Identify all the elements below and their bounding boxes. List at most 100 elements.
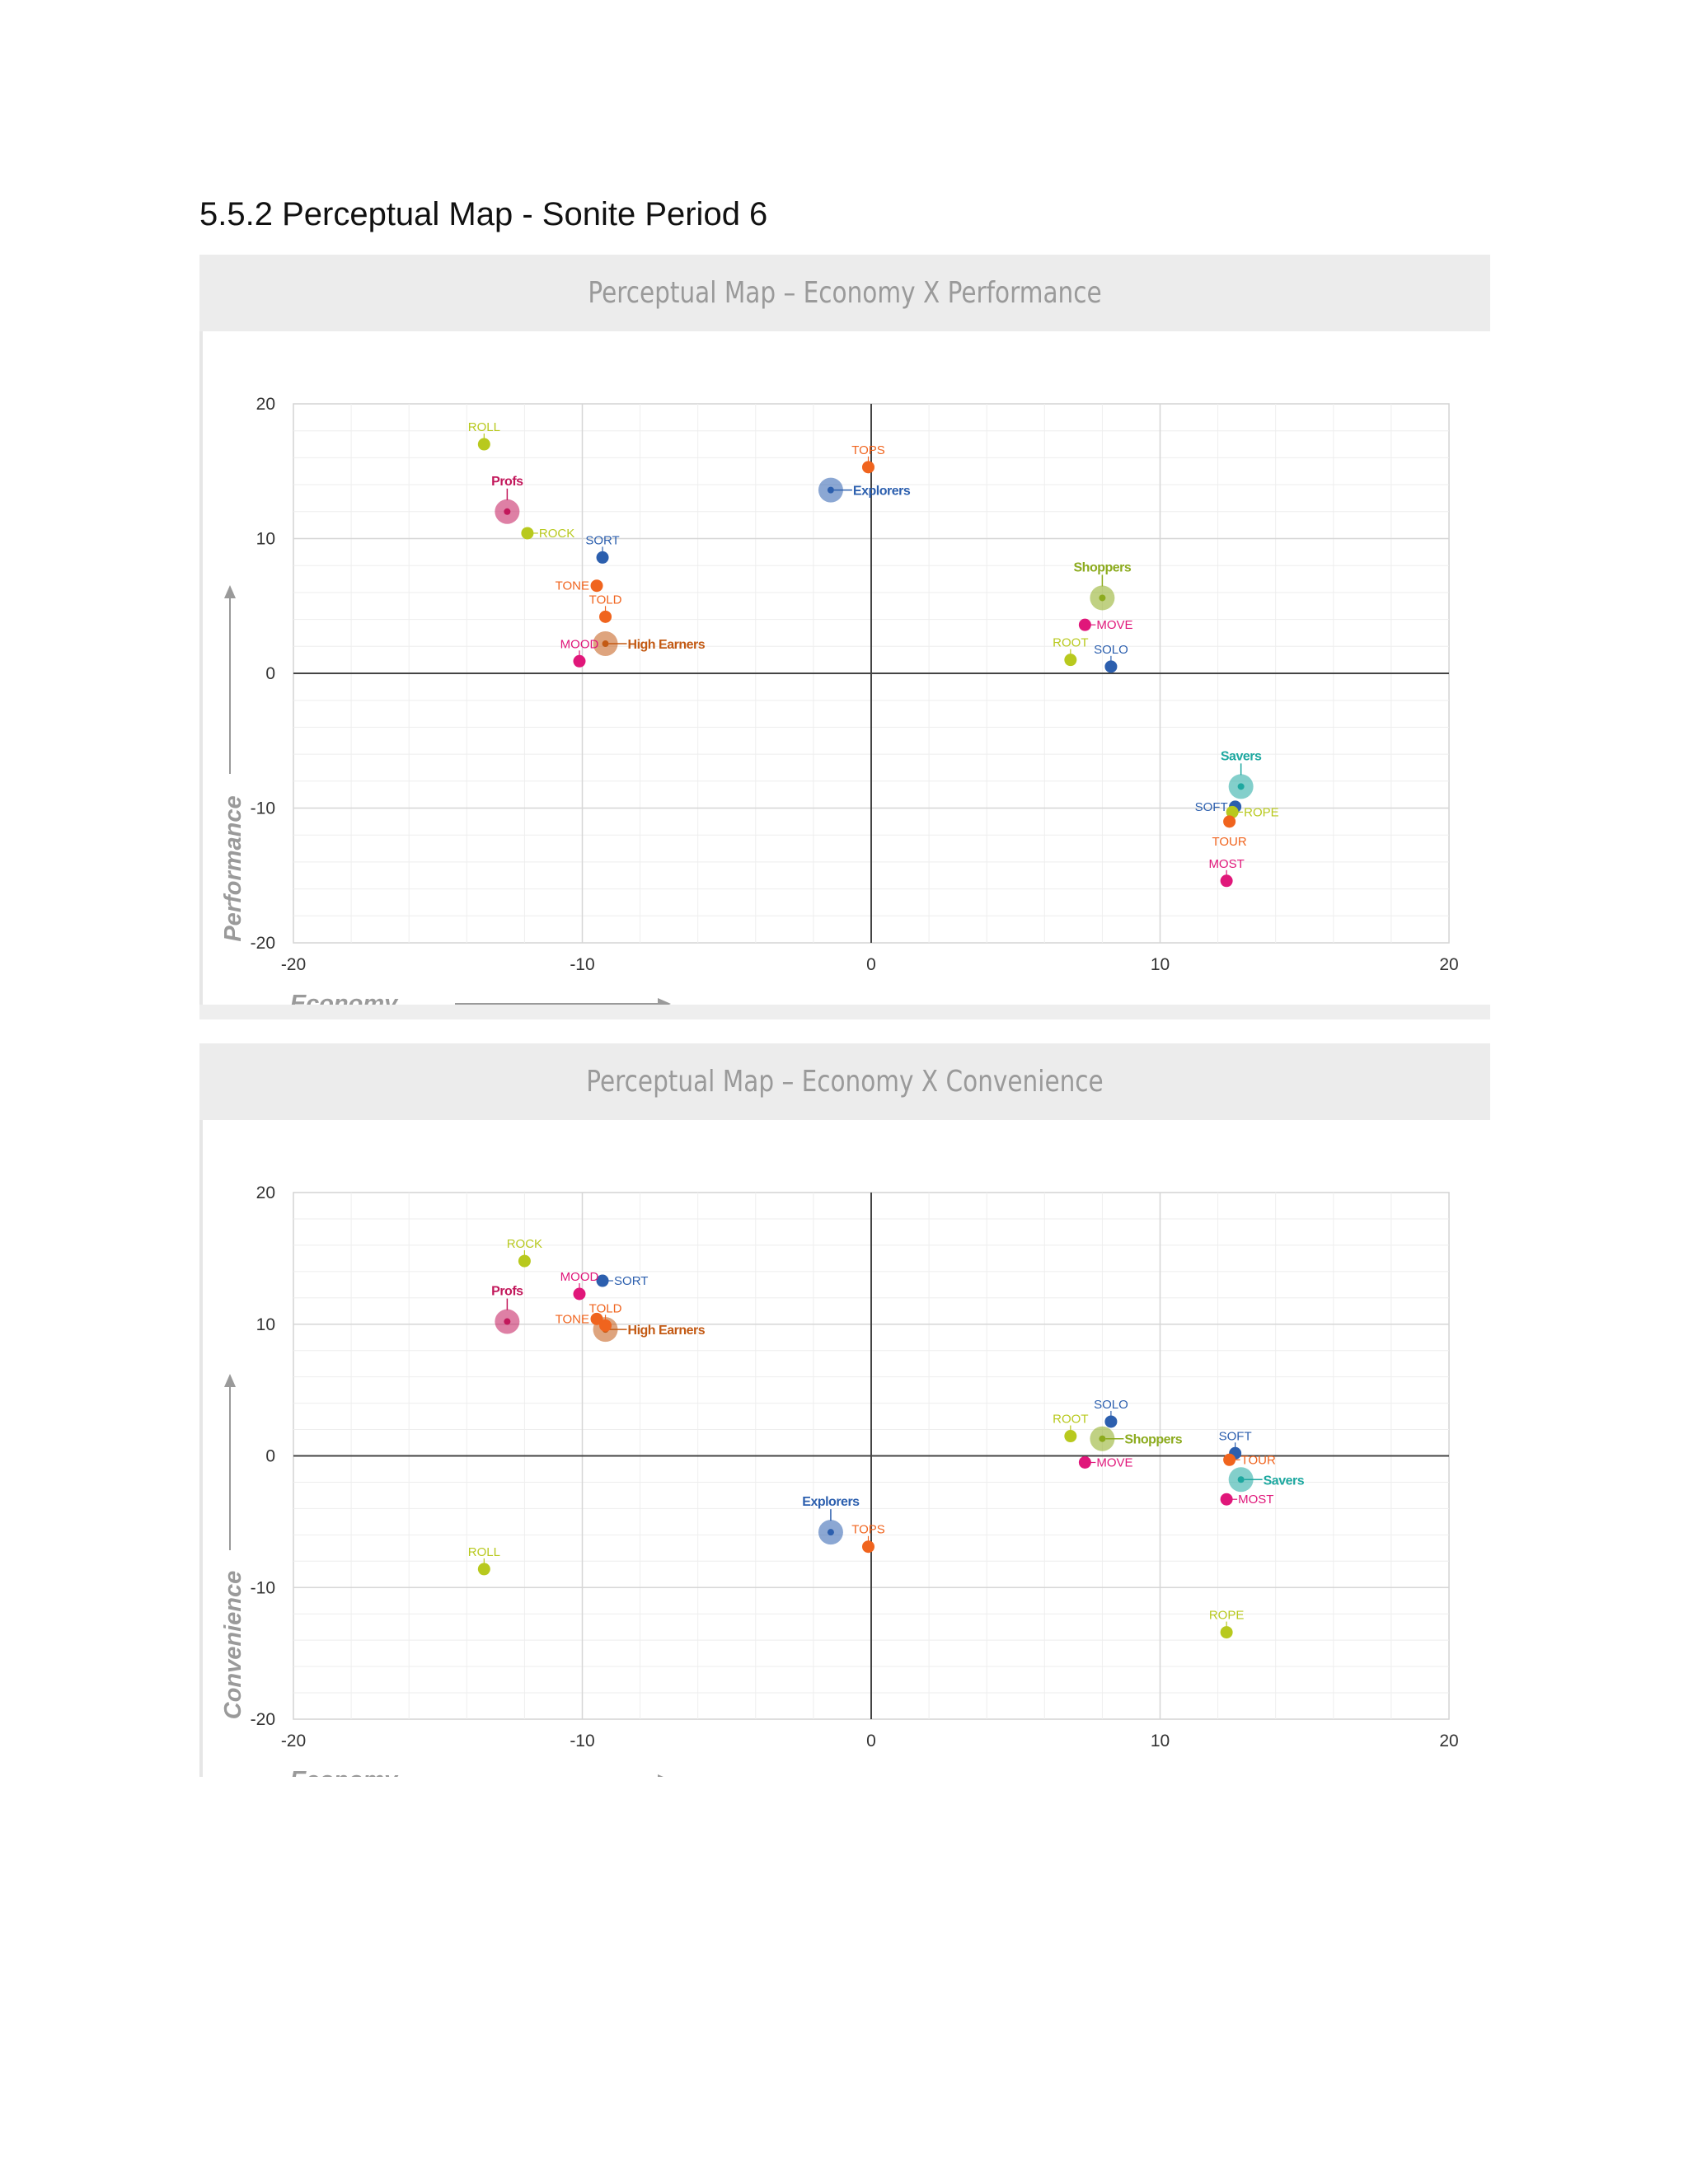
segment-label: Explorers xyxy=(853,485,911,499)
segment-marker: Savers xyxy=(1228,1467,1305,1493)
segment-dot xyxy=(504,1318,511,1325)
segment-marker: Profs xyxy=(491,475,524,524)
product-label: ROPE xyxy=(1209,1609,1245,1623)
x-axis-title: Economy xyxy=(290,991,399,1005)
product-point: ROPE xyxy=(1209,1609,1245,1639)
x-tick-label: 10 xyxy=(1151,1732,1170,1750)
product-dot xyxy=(573,1287,586,1301)
product-label: TOPS xyxy=(851,1523,885,1537)
y-tick-label: -10 xyxy=(251,1578,275,1597)
product-dot xyxy=(1064,654,1077,667)
y-axis-arrow-head xyxy=(224,1374,236,1387)
y-tick-label: 10 xyxy=(256,1315,275,1334)
product-dot xyxy=(596,1274,609,1287)
segment-label: High Earners xyxy=(628,1324,706,1338)
x-axis-arrow-head xyxy=(658,998,671,1005)
product-point: ROCK xyxy=(507,1237,542,1268)
x-axis-arrow-head xyxy=(658,1774,663,1777)
product-point: MOOD xyxy=(560,637,599,668)
x-tick-label: -20 xyxy=(281,955,306,974)
product-point: TOPS xyxy=(851,1523,885,1554)
product-dot xyxy=(599,610,612,623)
segment-marker: Explorers xyxy=(802,1495,860,1545)
product-label: ROLL xyxy=(468,1545,500,1559)
product-label: TOPS xyxy=(851,443,885,457)
product-dot xyxy=(590,579,603,593)
product-point: ROOT xyxy=(1053,1413,1089,1443)
perceptual-map-convenience-panel: Perceptual Map – Economy X Convenience -… xyxy=(199,1043,1490,1777)
product-point: TOLD xyxy=(589,1301,622,1332)
performance-scatter-chart: -20 -10 0 10 20 -20 -10 0 10 20 Economy Performance… xyxy=(220,395,1459,1005)
y-axis-title: Convenience xyxy=(220,1571,246,1720)
panel-footer xyxy=(199,1005,1490,1019)
product-dot xyxy=(518,1254,531,1268)
segment-marker: Profs xyxy=(491,1285,524,1334)
product-point: SORT xyxy=(596,1274,648,1288)
x-tick-label: -10 xyxy=(570,955,594,974)
y-axis-arrow-head xyxy=(224,585,236,598)
segment-label: Savers xyxy=(1221,749,1262,763)
product-point: ROLL xyxy=(468,1545,500,1576)
product-label: TONE xyxy=(556,1312,589,1326)
product-label: ROOT xyxy=(1053,636,1088,650)
product-point: TOLD xyxy=(589,593,622,623)
product-label: MOVE xyxy=(1096,1455,1132,1469)
segment-label: Shoppers xyxy=(1074,560,1132,574)
convenience-scatter-chart: -20 -10 0 10 20 -20 -10 0 10 20 Economy Convenience… xyxy=(220,1183,1459,1777)
product-label: TONE xyxy=(556,579,589,593)
perceptual-map-performance-panel: Perceptual Map – Economy X Performance -… xyxy=(199,255,1490,1025)
product-point: MOST xyxy=(1208,857,1245,888)
segment-label: Profs xyxy=(491,1285,523,1299)
product-label: ROLL xyxy=(468,420,500,434)
product-dot xyxy=(1223,815,1236,828)
segment-dot xyxy=(602,640,609,648)
product-label: MOST xyxy=(1208,857,1244,871)
segment-marker: Shoppers xyxy=(1074,560,1132,611)
product-dot xyxy=(861,1540,874,1554)
product-dot xyxy=(599,1319,612,1332)
y-tick-label: 20 xyxy=(256,395,275,414)
y-tick-label: -20 xyxy=(251,934,275,953)
section-heading: 5.5.2 Perceptual Map - Sonite Period 6 xyxy=(199,196,768,232)
segment-dot xyxy=(827,486,834,494)
x-tick-label: 0 xyxy=(866,955,876,974)
product-dot xyxy=(1064,1430,1077,1443)
product-label: ROPE xyxy=(1244,805,1279,819)
chart-title-bar xyxy=(199,1043,1490,1120)
product-point: SORT xyxy=(585,533,620,564)
product-point: ROPE xyxy=(1226,805,1279,819)
segment-dot xyxy=(1237,783,1245,790)
product-label: MOOD xyxy=(560,1270,599,1284)
segment-marker: Explorers xyxy=(818,477,911,503)
segment-centers: Profs Explorers High Earners Shoppers Savers xyxy=(491,475,1262,799)
product-dot xyxy=(1220,874,1233,888)
product-dot xyxy=(1226,805,1239,818)
y-tick-label: 0 xyxy=(265,1447,275,1466)
panel-edge xyxy=(199,331,203,1005)
y-tick-label: 20 xyxy=(256,1183,275,1202)
product-dot xyxy=(590,1312,603,1325)
product-dot xyxy=(1223,1453,1236,1466)
product-label: MOOD xyxy=(560,637,599,651)
product-point: TONE xyxy=(556,579,603,593)
segment-marker: Savers xyxy=(1221,749,1262,799)
product-point: TOUR xyxy=(1212,815,1247,849)
product-label: TOLD xyxy=(589,1301,622,1315)
product-point: ROOT xyxy=(1053,636,1089,667)
segment-dot xyxy=(1099,1435,1106,1442)
y-tick-label: -10 xyxy=(251,799,275,818)
product-label: SORT xyxy=(614,1274,648,1288)
product-point: SOLO xyxy=(1094,1398,1128,1428)
product-label: SOFT xyxy=(1219,1429,1252,1443)
segment-dot xyxy=(827,1529,834,1536)
product-point: MOOD xyxy=(560,1270,599,1301)
product-label: TOUR xyxy=(1212,835,1247,849)
segment-marker: High Earners xyxy=(593,631,706,657)
product-dot xyxy=(1078,1455,1091,1469)
product-point: TOPS xyxy=(851,443,885,474)
segment-dot xyxy=(504,508,511,515)
product-point: SOLO xyxy=(1094,643,1128,673)
panel-edge xyxy=(199,1120,203,1777)
product-label: TOLD xyxy=(589,593,622,607)
product-dot xyxy=(1220,1493,1233,1506)
